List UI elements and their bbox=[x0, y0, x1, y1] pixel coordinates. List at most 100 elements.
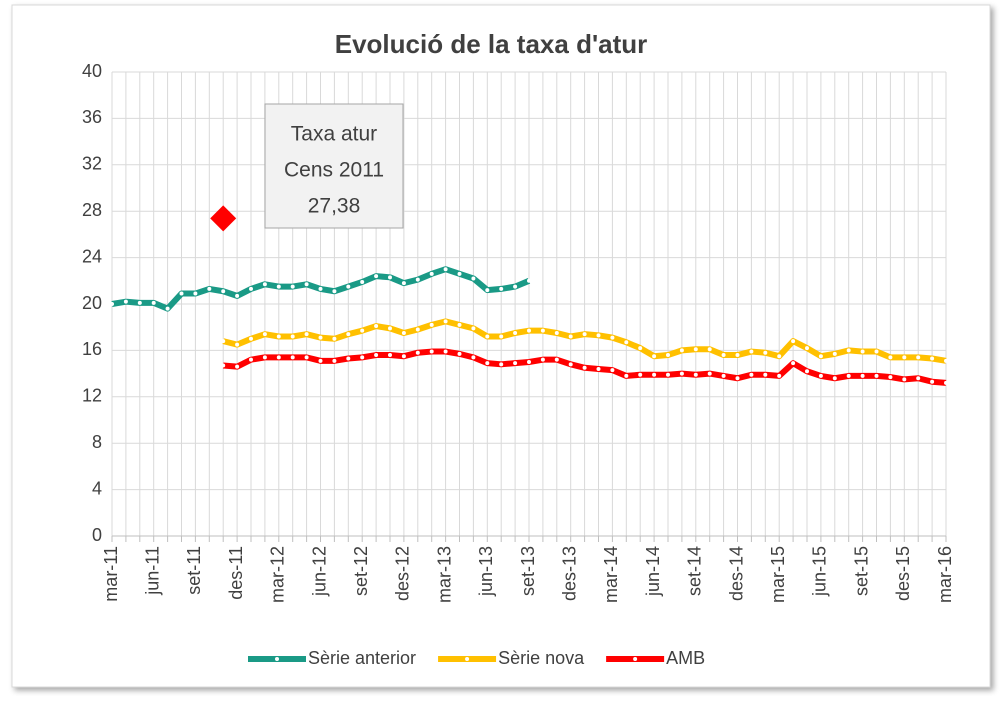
point-dot bbox=[554, 357, 559, 362]
point-dot bbox=[888, 355, 893, 360]
point-dot bbox=[401, 281, 406, 286]
point-dot bbox=[276, 334, 281, 339]
point-dot bbox=[318, 335, 323, 340]
point-dot bbox=[179, 291, 184, 296]
y-tick-label: 32 bbox=[82, 154, 102, 174]
legend-dot bbox=[275, 657, 279, 661]
x-tick-label: mar-13 bbox=[434, 546, 454, 603]
x-tick-label: set-12 bbox=[351, 546, 371, 596]
x-tick-label: des-12 bbox=[393, 546, 413, 601]
point-dot bbox=[888, 375, 893, 380]
point-dot bbox=[429, 349, 434, 354]
x-tick-label: des-11 bbox=[226, 546, 246, 600]
point-dot bbox=[610, 368, 615, 373]
point-dot bbox=[860, 373, 865, 378]
annotation: Taxa atur Cens 2011 27,38 bbox=[264, 103, 404, 229]
annotation-text: 27,38 bbox=[308, 195, 361, 218]
point-dot bbox=[485, 334, 490, 339]
point-dot bbox=[443, 319, 448, 324]
point-dot bbox=[777, 373, 782, 378]
point-dot bbox=[374, 274, 379, 279]
point-dot bbox=[749, 372, 754, 377]
x-tick-label: mar-15 bbox=[768, 546, 788, 603]
point-dot bbox=[693, 372, 698, 377]
point-dot bbox=[513, 331, 518, 335]
point-dot bbox=[165, 306, 170, 311]
legend-label: Sèrie anterior bbox=[308, 648, 416, 668]
point-dot bbox=[457, 322, 462, 327]
point-dot bbox=[832, 376, 837, 381]
point-dot bbox=[930, 379, 935, 384]
point-dot bbox=[262, 355, 267, 360]
point-dot bbox=[360, 279, 365, 284]
point-dot bbox=[471, 276, 476, 281]
point-dot bbox=[791, 361, 796, 366]
point-dot bbox=[582, 365, 587, 370]
point-dot bbox=[499, 362, 504, 367]
point-dot bbox=[318, 286, 323, 291]
x-tick-label: des-14 bbox=[726, 546, 746, 601]
x-tick-label: mar-11 bbox=[101, 546, 121, 602]
x-tick-label: jun-12 bbox=[309, 546, 329, 597]
x-tick-label: set-13 bbox=[518, 546, 538, 596]
point-dot bbox=[346, 356, 351, 361]
point-dot bbox=[846, 373, 851, 378]
point-dot bbox=[513, 361, 518, 366]
point-dot bbox=[110, 302, 114, 306]
point-dot bbox=[805, 369, 809, 374]
point-dot bbox=[346, 284, 351, 289]
y-tick-label: 12 bbox=[82, 386, 102, 406]
point-dot bbox=[582, 332, 587, 337]
point-dot bbox=[763, 350, 768, 355]
point-dot bbox=[527, 278, 531, 283]
y-tick-label: 28 bbox=[82, 200, 102, 220]
point-dot bbox=[235, 364, 240, 369]
point-dot bbox=[221, 339, 226, 344]
point-dot bbox=[276, 284, 281, 289]
point-dot bbox=[262, 332, 267, 337]
annotation-box bbox=[264, 103, 404, 229]
y-tick-label: 24 bbox=[82, 246, 102, 266]
point-dot bbox=[346, 332, 351, 337]
point-dot bbox=[276, 355, 281, 360]
x-tick-label: mar-14 bbox=[601, 546, 621, 603]
legend-dot bbox=[465, 657, 470, 661]
point-dot bbox=[721, 373, 726, 378]
point-dot bbox=[652, 354, 657, 359]
point-dot bbox=[499, 334, 504, 339]
point-dot bbox=[401, 331, 406, 335]
point-dot bbox=[290, 355, 295, 360]
point-dot bbox=[721, 353, 726, 358]
x-tick-label: set-11 bbox=[184, 546, 204, 595]
point-dot bbox=[485, 288, 490, 293]
point-dot bbox=[235, 293, 240, 298]
point-dot bbox=[415, 277, 420, 282]
point-dot bbox=[249, 286, 253, 291]
point-dot bbox=[151, 300, 156, 305]
point-dot bbox=[749, 349, 754, 354]
x-tick-label: jun-11 bbox=[142, 546, 162, 596]
point-dot bbox=[540, 328, 545, 333]
point-dot bbox=[207, 286, 212, 291]
y-tick-label: 4 bbox=[92, 478, 102, 498]
x-tick-label: des-15 bbox=[893, 546, 913, 601]
point-dot bbox=[638, 372, 643, 377]
point-dot bbox=[429, 271, 434, 276]
point-dot bbox=[374, 353, 379, 358]
point-dot bbox=[513, 284, 518, 289]
point-dot bbox=[874, 349, 879, 354]
y-tick-label: 8 bbox=[92, 432, 102, 452]
x-tick-label: jun-14 bbox=[643, 546, 663, 597]
point-dot bbox=[735, 376, 740, 381]
point-dot bbox=[388, 353, 392, 358]
point-dot bbox=[527, 360, 531, 364]
point-dot bbox=[221, 289, 226, 294]
point-dot bbox=[249, 336, 253, 341]
point-dot bbox=[944, 358, 948, 363]
point-dot bbox=[818, 373, 823, 378]
point-dot bbox=[944, 380, 948, 385]
point-dot bbox=[930, 356, 935, 361]
point-dot bbox=[415, 327, 420, 332]
annotation-text: Cens 2011 bbox=[284, 159, 384, 182]
point-dot bbox=[818, 354, 823, 359]
